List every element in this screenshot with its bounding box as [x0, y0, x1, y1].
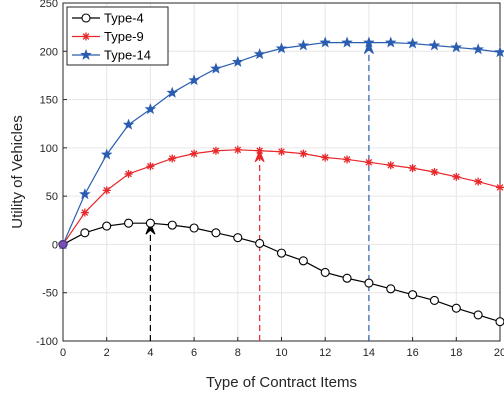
data-point	[428, 39, 441, 51]
data-point	[408, 290, 418, 300]
y-tick-label: 200	[40, 46, 58, 58]
legend-item: Type-4	[72, 11, 144, 26]
data-point	[384, 36, 397, 48]
data-point	[474, 177, 483, 186]
legend-item: Type-9	[72, 29, 144, 44]
data-point	[364, 278, 374, 288]
data-point	[80, 228, 90, 238]
legend-marker	[82, 32, 90, 41]
data-point	[168, 154, 177, 163]
data-point	[472, 43, 484, 55]
data-point	[386, 284, 396, 294]
x-tick-label: 12	[319, 347, 331, 359]
legend-label: Type-4	[104, 11, 144, 26]
data-point	[276, 248, 287, 258]
x-tick-label: 6	[191, 347, 197, 359]
optimal-arrow-head	[363, 41, 374, 54]
legend-item: Type-14	[72, 48, 151, 63]
data-point	[255, 146, 264, 155]
x-tick-label: 4	[147, 347, 153, 359]
data-point	[188, 74, 200, 86]
data-point	[430, 168, 439, 176]
x-tick-label: 16	[406, 347, 418, 359]
data-point	[408, 164, 417, 173]
legend-label: Type-14	[104, 48, 151, 63]
data-point	[189, 223, 199, 233]
y-tick-label: 100	[40, 143, 58, 155]
data-point	[363, 36, 375, 48]
tick-labels: 0 2 4 6 8 10 12 14 16 18 20 -100 -50 0 50 100 150 200 250	[36, 0, 504, 359]
origin-point	[58, 240, 68, 249]
data-point	[102, 221, 112, 231]
data-point	[166, 86, 179, 98]
x-tick-label: 2	[104, 347, 110, 359]
data-point	[79, 188, 91, 200]
legend-label: Type-9	[104, 29, 144, 44]
y-tick-label: 150	[40, 95, 58, 107]
data-point	[122, 118, 135, 130]
data-point	[473, 310, 483, 320]
data-point	[452, 172, 461, 181]
data-point	[80, 208, 89, 217]
x-tick-label: 0	[60, 347, 66, 359]
data-point	[100, 148, 113, 160]
data-point	[275, 42, 288, 54]
optimal-arrow-head	[254, 149, 265, 163]
y-axis-label: Utility of Vehicles	[9, 115, 26, 228]
series-type-9	[59, 145, 504, 249]
x-tick-label: 8	[235, 347, 241, 359]
data-point	[233, 233, 243, 243]
data-point	[210, 62, 222, 74]
data-point	[144, 103, 157, 115]
data-point	[342, 273, 352, 283]
data-point	[145, 218, 155, 228]
data-point	[102, 186, 111, 195]
legend: Type-4 Type-9 Type-14	[66, 6, 169, 66]
data-point	[211, 146, 220, 155]
y-tick-label: -50	[42, 288, 58, 300]
legend-marker	[80, 48, 92, 60]
series-type-4	[58, 218, 504, 327]
data-point	[211, 228, 221, 238]
data-point	[321, 153, 330, 162]
series-layer	[57, 36, 504, 327]
data-point	[253, 48, 266, 60]
series-type-14	[57, 36, 504, 250]
x-tick-label: 10	[275, 347, 287, 359]
data-point	[255, 238, 265, 249]
data-point	[451, 303, 461, 313]
data-point	[343, 155, 352, 164]
data-point	[341, 36, 353, 48]
x-axis-label: Type of Contract Items	[206, 374, 357, 391]
data-point	[429, 295, 440, 305]
data-point	[297, 39, 310, 51]
data-point	[320, 267, 330, 277]
data-point	[124, 218, 134, 228]
y-tick-label: 0	[52, 239, 58, 251]
data-point	[496, 183, 504, 192]
data-point	[277, 147, 286, 156]
data-point	[233, 145, 242, 154]
data-point	[386, 161, 395, 170]
x-tick-label: 14	[363, 347, 375, 359]
data-point	[146, 162, 155, 171]
x-tick-label: 20	[494, 347, 504, 359]
data-point	[190, 149, 199, 158]
data-point	[450, 41, 463, 53]
data-point	[232, 55, 244, 67]
data-point	[406, 37, 419, 49]
data-point	[299, 149, 308, 158]
y-tick-label: 50	[46, 191, 58, 203]
data-point	[124, 169, 133, 178]
x-tick-label: 18	[450, 347, 462, 359]
data-point	[495, 317, 504, 327]
y-tick-label: 250	[40, 0, 58, 10]
data-point	[364, 158, 373, 167]
legend-marker	[81, 13, 91, 23]
data-point	[167, 220, 177, 230]
data-point	[319, 36, 331, 48]
y-tick-label: -100	[36, 336, 58, 348]
data-point	[298, 256, 308, 266]
